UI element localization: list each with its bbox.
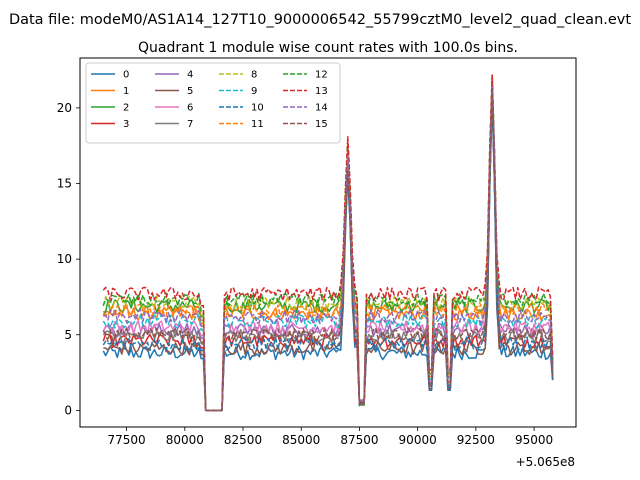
x-tick-label: 87500 — [340, 433, 378, 447]
legend-label-10: 10 — [251, 103, 264, 114]
x-tick-label: 85000 — [282, 433, 320, 447]
legend-label-0: 0 — [123, 70, 129, 81]
legend-label-9: 9 — [251, 86, 257, 97]
series-line-0 — [102, 86, 554, 412]
y-tick-label: 10 — [57, 252, 72, 266]
axes-frame — [79, 57, 577, 428]
series-line-14 — [103, 86, 554, 412]
chart-title: Quadrant 1 module wise count rates with … — [138, 40, 518, 56]
legend-label-15: 15 — [315, 119, 328, 130]
legend-label-13: 13 — [315, 86, 328, 97]
x-tick-label: 90000 — [399, 433, 437, 447]
legend-label-14: 14 — [315, 103, 328, 114]
series-line-10 — [102, 102, 554, 412]
legend-label-8: 8 — [251, 70, 257, 81]
legend-label-3: 3 — [123, 119, 129, 130]
series-line-7 — [102, 95, 554, 412]
legend-label-6: 6 — [187, 103, 193, 114]
x-axis: 77500 80000 82500 85000 87500 90000 92500 95000 — [107, 427, 553, 447]
y-tick-label: 15 — [57, 177, 72, 191]
y-axis: 0 5 10 15 20 — [57, 101, 80, 417]
y-tick-label: 20 — [57, 101, 72, 115]
legend-label-7: 7 — [187, 119, 193, 130]
x-axis-offset-label: +5.065e8 — [516, 455, 575, 469]
series-line-13 — [102, 74, 554, 412]
series-line-11 — [102, 87, 554, 412]
legend-label-4: 4 — [187, 70, 193, 81]
series-line-2 — [103, 77, 554, 412]
legend-label-12: 12 — [315, 70, 328, 81]
x-tick-label: 80000 — [166, 433, 204, 447]
x-tick-label: 92500 — [457, 433, 495, 447]
series-line-15 — [102, 88, 554, 412]
legend-label-1: 1 — [123, 86, 129, 97]
x-tick-label: 95000 — [515, 433, 553, 447]
legend-label-2: 2 — [123, 103, 129, 114]
y-tick-label: 0 — [64, 403, 72, 417]
x-tick-label: 82500 — [224, 433, 262, 447]
figure-suptitle: Data file: modeM0/AS1A14_127T10_90000065… — [9, 12, 631, 28]
series-line-8 — [102, 84, 554, 412]
series-line-12 — [102, 74, 554, 412]
legend-frame — [85, 62, 341, 144]
series-layer — [102, 74, 554, 412]
x-tick-label: 77500 — [107, 433, 145, 447]
legend-label-11: 11 — [251, 119, 264, 130]
series-line-5 — [103, 91, 554, 412]
legend-label-5: 5 — [187, 86, 193, 97]
y-tick-label: 5 — [64, 328, 72, 342]
